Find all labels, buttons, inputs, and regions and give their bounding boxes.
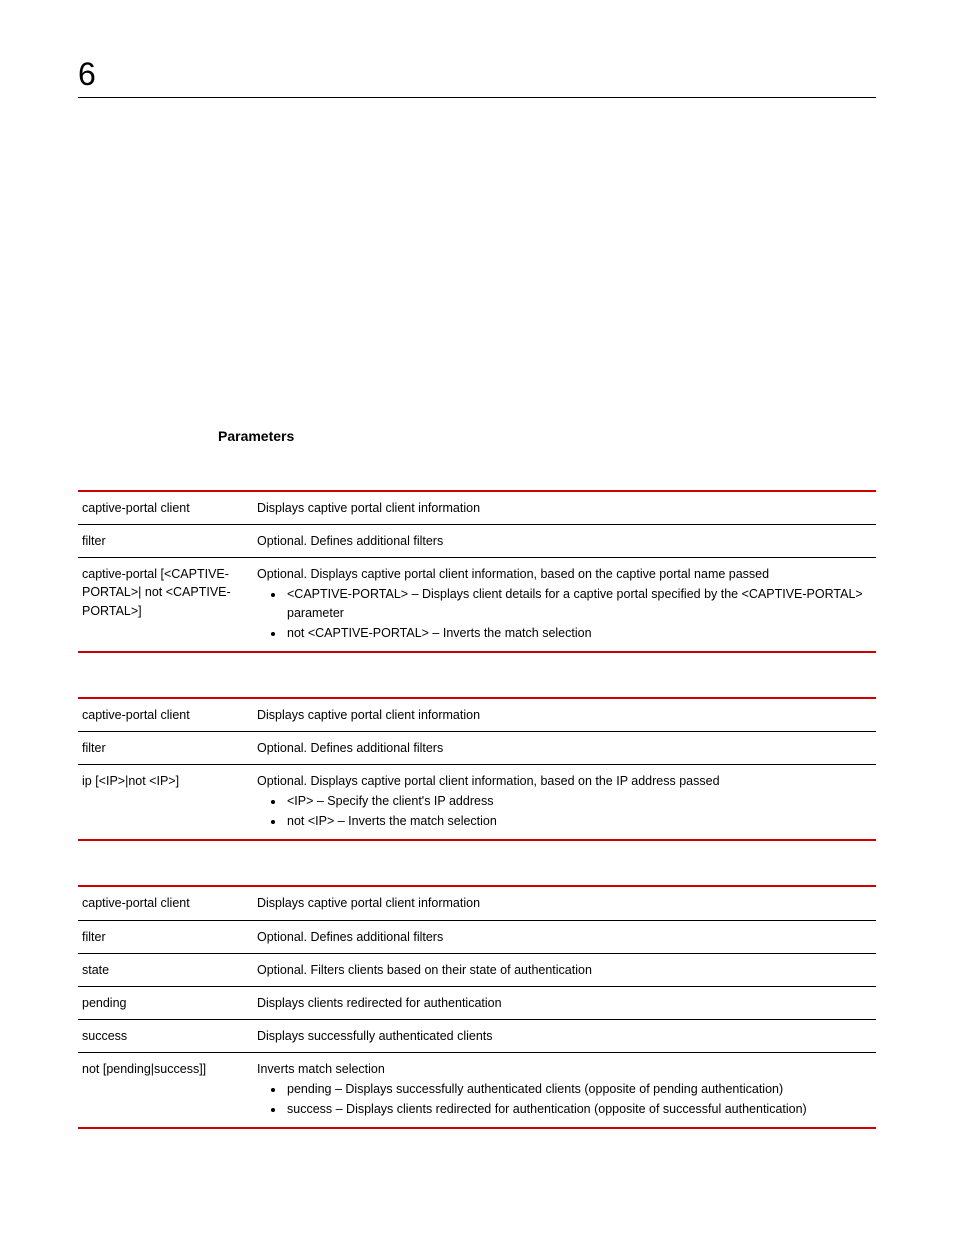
desc-cell: Optional. Defines additional filters xyxy=(253,920,876,953)
bullet-list: <IP> – Specify the client's IP address n… xyxy=(257,792,870,830)
bullet-list: pending – Displays successfully authenti… xyxy=(257,1080,870,1118)
table-row: captive-portal [<CAPTIVE-PORTAL>| not <C… xyxy=(78,558,876,652)
page: 6 Parameters captive-portal client Displ… xyxy=(0,0,954,1233)
desc-cell: Optional. Displays captive portal client… xyxy=(253,558,876,652)
bullet-item: success – Displays clients redirected fo… xyxy=(285,1100,870,1118)
bullet-item: not <CAPTIVE-PORTAL> – Inverts the match… xyxy=(285,624,870,642)
desc-text: Optional. Displays captive portal client… xyxy=(257,567,769,581)
param-cell: captive-portal client xyxy=(78,491,253,525)
param-cell: filter xyxy=(78,920,253,953)
bullet-item: pending – Displays successfully authenti… xyxy=(285,1080,870,1098)
desc-cell: Optional. Displays captive portal client… xyxy=(253,765,876,841)
param-cell: filter xyxy=(78,525,253,558)
param-table-1: captive-portal client Displays captive p… xyxy=(78,490,876,653)
bullet-item: <IP> – Specify the client's IP address xyxy=(285,792,870,810)
desc-text: Inverts match selection xyxy=(257,1062,385,1076)
bullet-item: not <IP> – Inverts the match selection xyxy=(285,812,870,830)
chapter-rule xyxy=(78,97,876,98)
table-row: filter Optional. Defines additional filt… xyxy=(78,731,876,764)
table-row: filter Optional. Defines additional filt… xyxy=(78,920,876,953)
table-row: ip [<IP>|not <IP>] Optional. Displays ca… xyxy=(78,765,876,841)
table-row: captive-portal client Displays captive p… xyxy=(78,491,876,525)
param-cell: success xyxy=(78,1019,253,1052)
param-cell: filter xyxy=(78,731,253,764)
desc-cell: Displays clients redirected for authenti… xyxy=(253,986,876,1019)
desc-cell: Displays captive portal client informati… xyxy=(253,698,876,732)
desc-cell: Optional. Defines additional filters xyxy=(253,525,876,558)
table-row: state Optional. Filters clients based on… xyxy=(78,953,876,986)
bullet-list: <CAPTIVE-PORTAL> – Displays client detai… xyxy=(257,585,870,641)
param-table-2: captive-portal client Displays captive p… xyxy=(78,697,876,842)
desc-cell: Displays successfully authenticated clie… xyxy=(253,1019,876,1052)
param-cell: captive-portal client xyxy=(78,886,253,920)
desc-cell: Optional. Defines additional filters xyxy=(253,731,876,764)
param-cell: not [pending|success]] xyxy=(78,1053,253,1129)
param-cell: ip [<IP>|not <IP>] xyxy=(78,765,253,841)
table-row: success Displays successfully authentica… xyxy=(78,1019,876,1052)
param-cell: pending xyxy=(78,986,253,1019)
table-row: captive-portal client Displays captive p… xyxy=(78,698,876,732)
table-row: not [pending|success]] Inverts match sel… xyxy=(78,1053,876,1129)
desc-cell: Displays captive portal client informati… xyxy=(253,886,876,920)
param-cell: captive-portal client xyxy=(78,698,253,732)
table-row: filter Optional. Defines additional filt… xyxy=(78,525,876,558)
table-row: captive-portal client Displays captive p… xyxy=(78,886,876,920)
chapter-number: 6 xyxy=(78,56,876,93)
bullet-item: <CAPTIVE-PORTAL> – Displays client detai… xyxy=(285,585,870,621)
desc-cell: Optional. Filters clients based on their… xyxy=(253,953,876,986)
param-cell: state xyxy=(78,953,253,986)
desc-text: Optional. Displays captive portal client… xyxy=(257,774,720,788)
param-cell: captive-portal [<CAPTIVE-PORTAL>| not <C… xyxy=(78,558,253,652)
param-table-3: captive-portal client Displays captive p… xyxy=(78,885,876,1129)
desc-cell: Displays captive portal client informati… xyxy=(253,491,876,525)
section-heading: Parameters xyxy=(218,428,876,444)
table-row: pending Displays clients redirected for … xyxy=(78,986,876,1019)
desc-cell: Inverts match selection pending – Displa… xyxy=(253,1053,876,1129)
